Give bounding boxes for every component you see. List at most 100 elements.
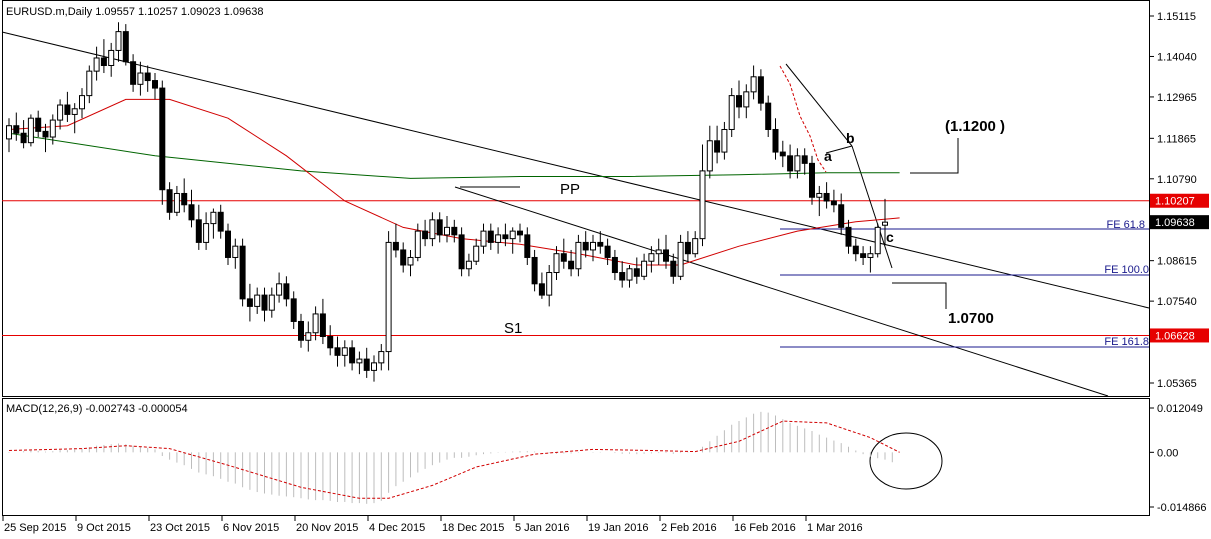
time-tick-label: 1 Mar 2016 bbox=[807, 522, 863, 534]
candle bbox=[546, 264, 553, 307]
candle bbox=[860, 246, 867, 265]
macd-highlight-circle bbox=[869, 432, 943, 490]
candle bbox=[100, 39, 107, 74]
candle bbox=[684, 231, 691, 262]
candle bbox=[385, 231, 392, 371]
candle bbox=[400, 242, 407, 273]
candle bbox=[319, 298, 326, 345]
candle bbox=[6, 118, 12, 153]
candle bbox=[451, 219, 458, 243]
price-badge-label: 1.09638 bbox=[1155, 217, 1195, 229]
macd-tick-label: 0.012049 bbox=[1157, 403, 1203, 415]
candle bbox=[838, 193, 845, 235]
candle bbox=[721, 121, 728, 160]
candle bbox=[531, 249, 538, 292]
candle bbox=[867, 246, 874, 273]
candle bbox=[633, 257, 640, 284]
candles bbox=[6, 22, 888, 382]
candle bbox=[794, 148, 801, 179]
candle bbox=[801, 148, 808, 175]
candle bbox=[232, 238, 239, 269]
price-badge bbox=[1150, 193, 1209, 208]
candle bbox=[604, 238, 611, 265]
candle bbox=[27, 114, 34, 147]
label-fe-1618: FE 161.8 bbox=[1104, 336, 1149, 348]
candle bbox=[465, 253, 472, 277]
time-tick-label: 9 Oct 2015 bbox=[77, 522, 131, 534]
candle bbox=[677, 234, 684, 281]
candle bbox=[64, 91, 71, 122]
candle bbox=[305, 321, 312, 352]
candle bbox=[874, 223, 881, 258]
candle bbox=[225, 223, 231, 265]
candle bbox=[830, 189, 837, 213]
symbol-header: EURUSD.m,Daily 1.09557 1.10257 1.09023 1… bbox=[6, 6, 263, 18]
candle bbox=[210, 208, 217, 239]
candle bbox=[619, 261, 626, 288]
wave-line-3 bbox=[825, 145, 853, 154]
candle bbox=[626, 264, 633, 288]
candle bbox=[86, 65, 93, 104]
candle bbox=[327, 325, 334, 356]
candle bbox=[524, 227, 531, 265]
macd-panel[interactable] bbox=[2, 398, 1150, 516]
candle bbox=[203, 212, 210, 250]
candle bbox=[144, 65, 151, 92]
candle bbox=[809, 155, 815, 205]
candle bbox=[108, 42, 115, 77]
trendline-lower bbox=[454, 186, 1109, 397]
price-tick-label: 1.15115 bbox=[1157, 11, 1196, 23]
candle bbox=[298, 313, 304, 348]
candle bbox=[714, 125, 721, 164]
candle bbox=[159, 80, 166, 205]
label-s1: S1 bbox=[504, 320, 522, 337]
candle bbox=[122, 24, 129, 66]
candle bbox=[611, 249, 618, 281]
candle bbox=[71, 103, 78, 134]
candle bbox=[458, 227, 465, 277]
price-tick-label: 1.10790 bbox=[1157, 174, 1197, 186]
candle bbox=[473, 238, 480, 265]
candle bbox=[349, 340, 356, 371]
candle bbox=[757, 69, 764, 111]
wave-line-2 bbox=[851, 145, 893, 269]
candle bbox=[283, 276, 290, 307]
label-fe-618: FE 61.8 bbox=[1106, 219, 1145, 231]
candle bbox=[363, 347, 370, 378]
main-price-panel[interactable] bbox=[2, 0, 1150, 397]
label-pp: PP bbox=[560, 181, 580, 198]
price-badge-label: 1.10207 bbox=[1155, 196, 1195, 208]
candle bbox=[699, 144, 706, 247]
price-tick-label: 1.12965 bbox=[1157, 92, 1197, 104]
candle bbox=[42, 123, 49, 153]
candle bbox=[772, 118, 779, 160]
candle bbox=[655, 238, 662, 265]
time-tick-label: 16 Feb 2016 bbox=[734, 522, 796, 534]
label-wave-b: b bbox=[846, 130, 855, 146]
candle bbox=[779, 140, 786, 168]
candle bbox=[93, 46, 100, 81]
candle bbox=[261, 287, 268, 322]
candle bbox=[166, 182, 173, 220]
candle bbox=[509, 227, 516, 254]
macd-title: MACD(12,26,9) -0.002743 -0.000054 bbox=[6, 403, 188, 415]
candle bbox=[692, 231, 699, 258]
candle bbox=[130, 54, 137, 92]
wave-dash-red bbox=[779, 65, 827, 173]
price-tick-label: 1.05365 bbox=[1157, 378, 1197, 390]
label-fe-100: FE 100.0 bbox=[1104, 264, 1149, 276]
time-tick-label: 6 Nov 2015 bbox=[223, 522, 279, 534]
candle bbox=[290, 291, 297, 329]
candle bbox=[444, 216, 450, 243]
candle bbox=[560, 238, 567, 269]
price-tick-label: 1.14040 bbox=[1157, 51, 1197, 63]
candle bbox=[392, 223, 399, 258]
target-leader-high bbox=[910, 138, 959, 174]
candle bbox=[852, 238, 859, 262]
candle bbox=[414, 223, 421, 262]
candle bbox=[115, 22, 122, 62]
candle bbox=[152, 73, 158, 100]
candle bbox=[582, 231, 589, 258]
candle bbox=[20, 120, 27, 149]
